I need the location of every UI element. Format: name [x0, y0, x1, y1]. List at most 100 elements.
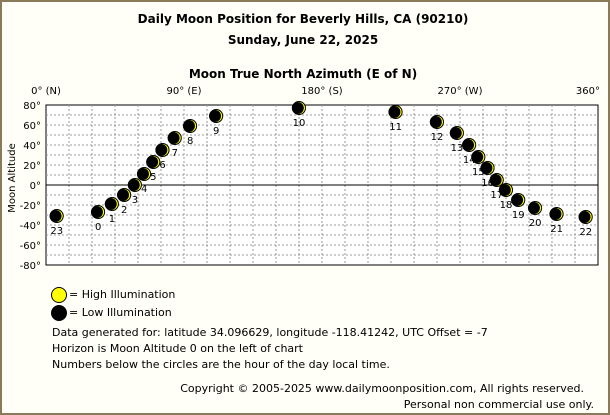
- moon-marker: [155, 144, 168, 156]
- moon-point: 0: [90, 205, 106, 233]
- moon-point: 4: [136, 167, 152, 195]
- moon-point: 3: [127, 178, 142, 206]
- moon-marker: [136, 168, 149, 180]
- hour-label: 15: [472, 167, 485, 178]
- moon-marker: [511, 194, 524, 206]
- data-info-line: Data generated for: latitude 34.096629, …: [52, 326, 488, 339]
- y-tick-label: 20°: [23, 161, 41, 172]
- chart-title: Daily Moon Position for Beverly Hills, C…: [137, 12, 469, 26]
- moon-marker: [471, 151, 484, 163]
- hour-label: 5: [150, 172, 156, 183]
- moon-point: 7: [167, 131, 182, 159]
- y-tick-label: -20°: [20, 201, 41, 212]
- moon-point: 16: [480, 161, 495, 189]
- hour-label: 10: [293, 118, 306, 129]
- moon-point: 10: [291, 101, 306, 129]
- moon-marker: [209, 110, 221, 122]
- hour-label: 21: [550, 224, 563, 235]
- moon-marker: [489, 174, 502, 186]
- hour-label: 19: [512, 210, 525, 221]
- moon-marker: [549, 208, 562, 220]
- y-tick-label: 40°: [23, 141, 41, 152]
- x-tick-label: 0° (N): [31, 86, 61, 97]
- hour-label: 7: [172, 148, 178, 159]
- moon-point: 9: [209, 109, 224, 137]
- hour-label: 23: [50, 226, 63, 237]
- moon-point: 8: [182, 119, 198, 147]
- x-tick-label: 90° (E): [166, 86, 201, 97]
- y-axis-label: Moon Altitude: [7, 143, 18, 212]
- moon-point: 2: [117, 188, 132, 216]
- moon-point: 14: [462, 138, 477, 166]
- hour-label: 13: [451, 143, 464, 154]
- copyright-line: Copyright © 2005-2025 www.dailymoonposit…: [180, 382, 584, 395]
- hour-label: 1: [109, 214, 115, 225]
- moon-point: 19: [511, 193, 526, 221]
- moon-point: 12: [429, 115, 444, 143]
- moon-marker: [462, 139, 474, 151]
- moon-point: 20: [527, 201, 543, 229]
- moon-marker: [429, 116, 442, 128]
- moon-point: 6: [155, 143, 170, 171]
- moon-point: 23: [49, 209, 64, 237]
- hour-label: 20: [529, 218, 542, 229]
- moon-point: 15: [471, 150, 486, 178]
- legend-low-label: = Low Illumination: [69, 306, 172, 319]
- moon-marker: [117, 189, 129, 201]
- y-tick-label: -60°: [20, 241, 41, 252]
- moon-point: 5: [146, 155, 161, 183]
- hour-label: 3: [132, 195, 138, 206]
- moon-point: 21: [549, 207, 564, 235]
- x-tick-label: 270° (W): [438, 86, 483, 97]
- hour-label: 16: [481, 178, 494, 189]
- horizon-note: Horizon is Moon Altitude 0 on the left o…: [52, 342, 303, 355]
- usage-note: Personal non commercial use only.: [403, 398, 594, 411]
- moon-marker: [127, 179, 140, 191]
- low-illumination-swatch: [51, 305, 67, 321]
- moon-point: 22: [578, 210, 593, 238]
- tick-labels: 0° (N) 90° (E) 180° (S) 270° (W) 360°80°60°4…: [20, 86, 600, 272]
- moon-point: 1: [104, 197, 119, 225]
- moon-point: 11: [388, 105, 403, 133]
- hour-label: 22: [579, 227, 592, 238]
- hour-label: 14: [463, 155, 476, 166]
- moon-marker: [449, 127, 462, 139]
- moon-marker: [498, 184, 511, 196]
- legend-high-label: = High Illumination: [69, 288, 176, 301]
- chart-subtitle: Sunday, June 22, 2025: [227, 33, 379, 47]
- x-tick-label: 180° (S): [301, 86, 343, 97]
- hour-label: 8: [187, 136, 193, 147]
- y-tick-label: -40°: [20, 221, 41, 232]
- hour-label: 0: [95, 222, 101, 233]
- hour-note: Numbers below the circles are the hour o…: [52, 358, 390, 371]
- x-axis-label: Moon True North Azimuth (E of N): [188, 67, 418, 81]
- moon-marker: [182, 120, 195, 132]
- moon-point: 18: [498, 183, 513, 211]
- hour-label: 12: [431, 132, 444, 143]
- hour-label: 4: [141, 184, 147, 195]
- moon-marker: [146, 156, 159, 168]
- moon-marker: [527, 202, 540, 214]
- moon-point: 13: [449, 126, 464, 154]
- x-tick-label: 360°: [576, 86, 600, 97]
- moon-marker: [104, 198, 117, 210]
- moon-marker: [90, 206, 103, 218]
- y-tick-label: -80°: [20, 261, 41, 272]
- moon-marker: [578, 211, 591, 223]
- hour-label: 17: [490, 190, 503, 201]
- hour-label: 9: [213, 126, 219, 137]
- hour-label: 6: [159, 160, 165, 171]
- moon-point: 17: [489, 173, 504, 201]
- moon-marker: [49, 210, 62, 222]
- y-tick-label: 80°: [23, 101, 41, 112]
- y-tick-label: 60°: [23, 121, 41, 132]
- hour-label: 2: [121, 205, 127, 216]
- high-illumination-swatch: [51, 287, 67, 303]
- moon-marker: [480, 162, 493, 174]
- hour-label: 11: [389, 122, 402, 133]
- y-tick-label: 0°: [30, 181, 41, 192]
- moon-marker: [167, 132, 180, 144]
- moon-marker: [291, 102, 304, 114]
- moon-marker: [388, 106, 401, 118]
